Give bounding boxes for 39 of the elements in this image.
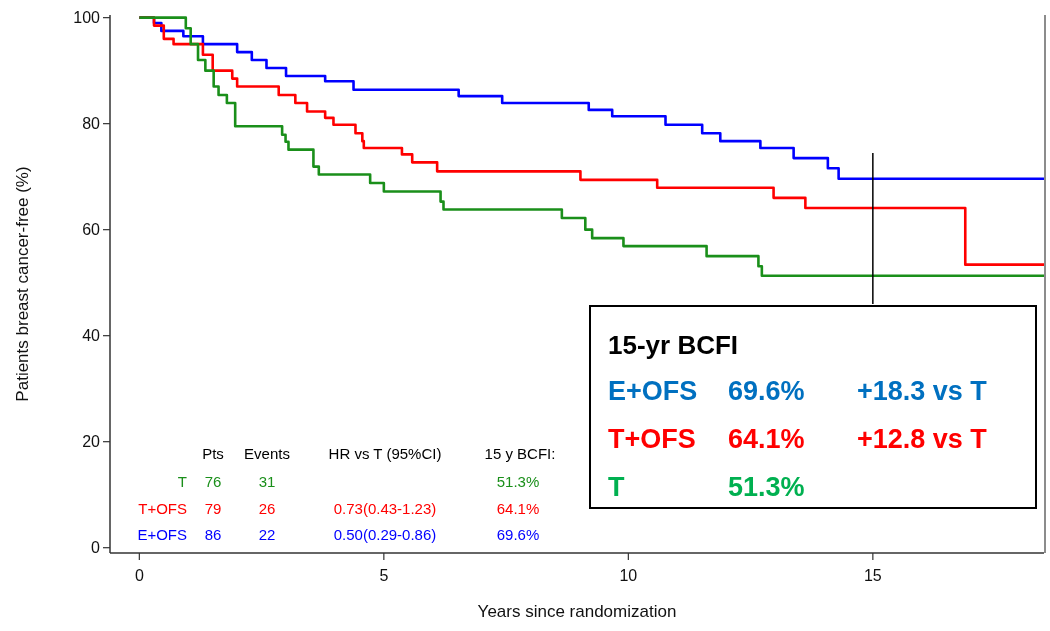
annotation: T+OFS: [608, 424, 696, 454]
annotation: Events: [244, 445, 290, 462]
x-axis-title: Years since randomization: [477, 602, 677, 621]
annotation: 26: [258, 500, 276, 517]
y-tick-label: 20: [82, 433, 101, 451]
annotation: 69.6%: [728, 376, 805, 406]
annotation: 51.3%: [496, 473, 540, 490]
x-tick-label: 15: [863, 567, 882, 584]
annotation: 64.1%: [728, 424, 805, 454]
annotation: 86: [204, 526, 222, 543]
y-axis-title: Patients breast cancer-free (%): [13, 166, 32, 402]
annotation: 79: [204, 500, 222, 517]
annotation: 0.73(0.43-1.23): [333, 500, 437, 517]
annotation: 64.1%: [496, 500, 540, 517]
annotation: E+OFS: [137, 526, 187, 543]
annotation: +18.3 vs T: [857, 376, 988, 406]
annotation: T: [177, 473, 187, 490]
annotation: 31: [258, 473, 276, 490]
y-tick-label: 0: [91, 539, 101, 557]
x-tick-label: 5: [379, 567, 389, 584]
annotation: +12.8 vs T: [857, 424, 988, 454]
annotation: 76: [204, 473, 222, 490]
annotation: 15-yr BCFI: [608, 330, 739, 360]
annotation: 15 y BCFI:: [484, 445, 556, 462]
annotation: 69.6%: [496, 526, 540, 543]
x-tick-label: 0: [134, 567, 144, 584]
y-tick-label: 60: [82, 221, 101, 239]
y-tick-label: 40: [82, 327, 101, 345]
annotation: E+OFS: [608, 376, 698, 406]
annotation: 51.3%: [728, 472, 805, 502]
annotation: Pts: [202, 445, 224, 462]
annotation: HR vs T (95%CI): [328, 445, 442, 462]
annotation: T: [608, 472, 625, 502]
y-tick-label: 80: [82, 115, 101, 133]
y-tick-label: 100: [73, 9, 101, 27]
annotation: 22: [258, 526, 276, 543]
annotation: 0.50(0.29-0.86): [333, 526, 437, 543]
annotation: T+OFS: [138, 500, 187, 517]
x-tick-label: 10: [619, 567, 638, 584]
